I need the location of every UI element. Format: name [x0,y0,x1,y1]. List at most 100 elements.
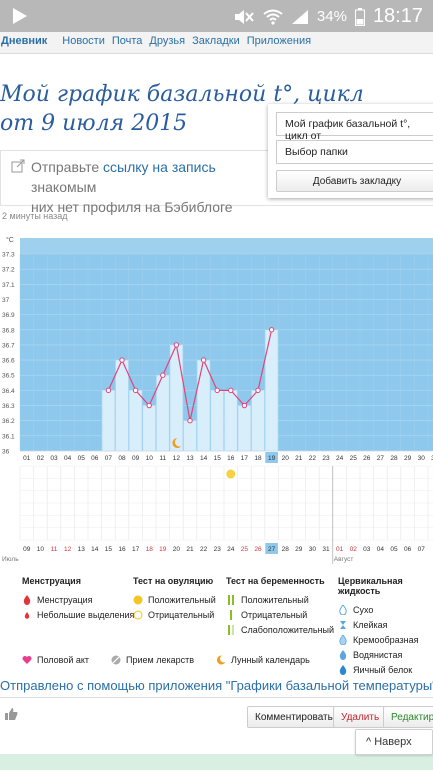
temperature-point [105,387,112,394]
cycle-day-label: 04 [64,455,72,462]
date-label: 10 [37,546,45,553]
legend-cervical: Цервикальная жидкость Сухо Клейкая Кремо… [338,576,433,677]
temp-bar [169,344,183,452]
nav-mail[interactable]: Почта [111,35,143,47]
legend-title: Цервикальная жидкость [338,576,403,596]
pill-icon [111,655,121,664]
share-prefix: Отправьте [31,159,104,175]
nav-bookmarks[interactable]: Закладки [192,35,240,47]
date-label: 13 [78,546,86,553]
legend-item: Отрицательный [148,609,215,620]
cycle-day-label: 22 [309,455,317,462]
date-label: 09 [23,546,31,553]
small-drop-icon [24,611,30,619]
scroll-top-button[interactable]: ^ Наверх [355,729,433,755]
cycle-day-label: 19 [268,455,276,462]
page-title: Мой график базальной t°, цикл от 9 июля … [0,82,364,136]
date-label: 23 [214,546,222,553]
nav-news[interactable]: Новости [62,35,105,47]
date-label: 04 [377,546,385,553]
temp-bar [237,405,251,452]
add-bookmark-button[interactable]: Добавить закладку [276,170,433,192]
legend-item: Положительный [241,594,309,605]
nav-friends[interactable]: Друзья [149,35,186,47]
legend-item: Менструация [37,594,93,605]
play-icon [13,8,27,24]
heart-icon [22,655,32,664]
date-label: 01 [336,546,344,553]
cycle-day-label: 10 [146,455,154,462]
temp-bar [197,359,211,452]
unit-label: °C [6,236,14,244]
temperature-point [228,387,234,394]
date-label: 28 [282,546,290,553]
cycle-day-label: 17 [241,455,249,462]
bbt-chart: °C 37.3 37.2 37.1 37 36.9 36.8 36.7 36.6 36.5 36.4… [2,236,433,564]
legend-item: Положительный [148,594,216,605]
edit-button[interactable]: Редактиро [383,706,433,728]
date-label: 26 [254,546,262,553]
nav-diary[interactable]: Дневник [1,35,48,47]
date-label: 12 [64,546,72,553]
date-label: 06 [404,546,412,553]
cycle-day-label: 02 [37,455,45,462]
sticky-icon [340,620,346,629]
nav-apps[interactable]: Приложения [246,35,312,47]
cycle-day-label: 26 [363,455,371,462]
comment-button[interactable]: Комментировать [247,706,341,728]
circle-filled-icon [133,595,143,604]
date-label: 07 [418,546,426,553]
date-label: 22 [200,546,208,553]
share-line2: них нет профиля на Бэбиблоге [31,199,233,215]
date-label: 15 [105,546,113,553]
date-label: 17 [132,546,140,553]
bookmark-popup: Мой график базальной t°, цикл от Выбор п… [268,104,433,198]
date-label: 14 [91,546,99,553]
divider [0,697,433,698]
single-bar-icon [230,609,232,620]
double-bar-icon [228,594,234,605]
sent-via-app-link[interactable]: Отправлено с помощью приложения "Графики… [0,678,433,693]
date-label: 21 [186,546,194,553]
y-tick-label: 37.3 [2,252,15,259]
share-link[interactable]: ссылку на запись [103,159,216,175]
month-label: Август [334,556,354,563]
y-tick-label: 36.3 [2,403,15,410]
y-tick-label: 37.2 [2,267,15,274]
moon-icon [217,654,226,664]
cycle-day-label: 23 [322,455,330,462]
temp-bar [142,405,156,452]
thumbs-up-icon[interactable] [4,707,18,721]
temperature-point [214,387,220,394]
temperature-point [146,402,152,409]
legend-item: Сухо [353,604,374,615]
legend-item: Прием лекарств [126,654,195,665]
legend-title: Тест на овуляцию [133,576,214,586]
ad-banner-image [0,754,433,770]
cycle-day-label: 12 [173,455,181,462]
temp-bar [156,374,170,452]
cycle-day-label: 18 [254,455,262,462]
legend-item: Клейкая [353,619,388,630]
folder-select[interactable]: Выбор папки [276,140,433,164]
temp-bar [224,390,238,452]
temperature-point [132,387,139,394]
temperature-point [268,327,275,333]
delete-button[interactable]: Удалить [333,706,388,728]
top-nav: Дневник Новости Почта Друзья Закладки Пр… [0,32,433,54]
legend-item: Отрицательный [241,609,308,620]
cycle-day-label: 21 [295,455,303,462]
chart-top-strip [20,238,433,254]
cycle-day-label: 08 [118,455,126,462]
date-label: 20 [173,546,181,553]
scroll-top-label: Наверх [374,736,412,748]
today-date-cell [265,543,278,554]
cycle-day-label: 24 [336,455,344,462]
cycle-day-label: 13 [186,455,194,462]
legend-item: Яичный белок [353,664,413,675]
legend-bottom: Половой акт Прием лекарств Лунный календ… [22,652,310,667]
status-bar: 34% 18:17 [0,0,433,32]
date-label: 03 [363,546,371,553]
bookmark-title-field[interactable]: Мой график базальной t°, цикл от [276,112,433,142]
y-tick-label: 36.7 [2,342,15,349]
